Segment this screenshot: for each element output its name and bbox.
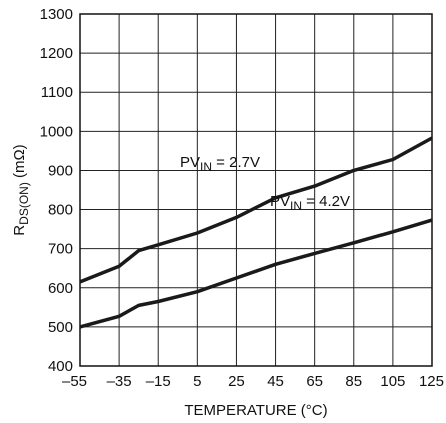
y-tick-label: 1300 <box>40 6 73 23</box>
x-tick-label: –35 <box>107 373 132 390</box>
y-axis-title: RDS(ON) (mΩ) <box>11 144 31 235</box>
y-axis-title-base: R <box>11 225 28 236</box>
x-tick-label: 25 <box>228 373 245 390</box>
series-line-pvin-4-2v <box>79 218 433 329</box>
series-label-2-7v-base: PV <box>180 154 200 171</box>
series-label-2-7v-sub: IN <box>200 160 212 174</box>
y-tick-label: 1100 <box>41 84 73 101</box>
y-tick-label: 600 <box>48 280 73 297</box>
x-tick-label: 85 <box>345 373 362 390</box>
y-tick-label: 900 <box>48 162 73 179</box>
x-tick-label: 45 <box>267 373 284 390</box>
series-label-2-7v-rest: = 2.7V <box>212 154 260 171</box>
x-tick-label: 105 <box>380 373 405 390</box>
series-line-pvin-2-7v <box>79 136 433 284</box>
series-label-4-2v-sub: IN <box>290 199 302 213</box>
series-label-4-2v-rest: = 4.2V <box>302 193 350 210</box>
x-tick-label: –15 <box>146 373 171 390</box>
series-lines <box>79 136 433 329</box>
x-tick-label: –55 <box>62 373 87 390</box>
y-tick-labels: 400 500 600 700 800 900 1000 1100 1200 1300 <box>40 6 73 375</box>
series-label-4-2v: PVIN = 4.2V <box>270 193 350 213</box>
x-tick-label: 125 <box>419 373 444 390</box>
x-axis-title: TEMPERATURE (°C) <box>184 402 327 419</box>
y-tick-label: 500 <box>48 319 73 336</box>
y-tick-label: 1000 <box>40 123 73 140</box>
series-label-4-2v-base: PV <box>270 193 290 210</box>
y-axis-title-unit: (mΩ) <box>11 144 28 182</box>
plot-frame <box>79 13 433 367</box>
y-tick-label: 400 <box>48 358 73 375</box>
x-tick-labels: –55 –35 –15 5 25 45 65 85 105 125 <box>62 373 444 390</box>
y-tick-label: 700 <box>48 241 73 258</box>
series-label-2-7v: PVIN = 2.7V <box>180 154 260 174</box>
grid <box>80 14 432 366</box>
y-tick-label: 1200 <box>40 45 73 62</box>
x-tick-label: 65 <box>306 373 323 390</box>
x-tick-label: 5 <box>193 373 201 390</box>
y-axis-title-sub: DS(ON) <box>17 182 31 225</box>
y-tick-label: 800 <box>48 202 73 219</box>
